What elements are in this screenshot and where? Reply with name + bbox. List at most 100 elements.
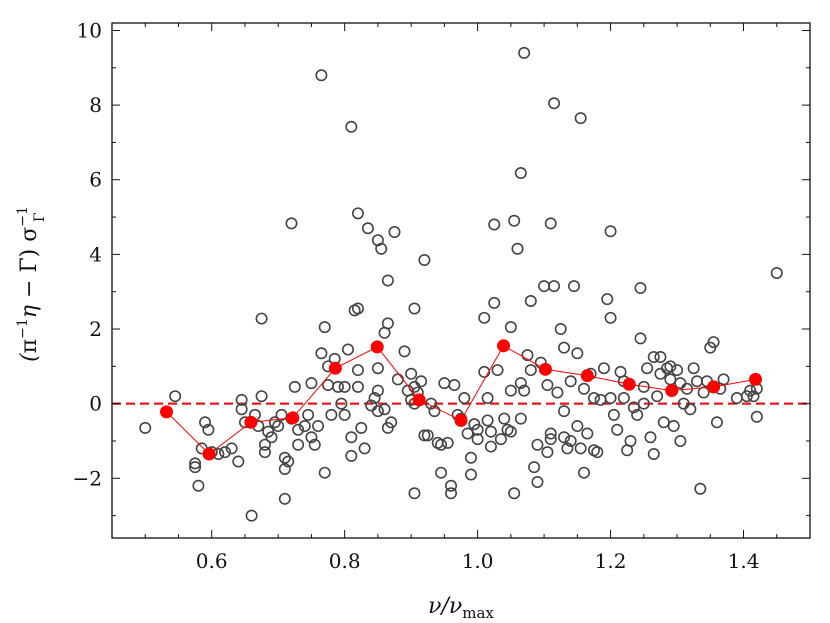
data-point xyxy=(338,408,351,421)
data-point xyxy=(458,392,471,405)
binned-mean-point xyxy=(412,393,426,407)
data-point xyxy=(611,423,624,436)
data-point xyxy=(478,311,491,324)
data-point xyxy=(514,167,527,180)
data-point xyxy=(278,462,291,475)
data-point xyxy=(587,392,600,405)
data-point xyxy=(524,364,537,377)
data-point xyxy=(318,466,331,479)
data-point xyxy=(494,433,507,446)
data-point xyxy=(268,416,281,429)
data-point xyxy=(341,343,354,356)
data-point xyxy=(192,479,205,492)
data-point xyxy=(368,392,381,405)
data-point xyxy=(345,431,358,444)
data-point xyxy=(351,364,364,377)
data-point xyxy=(574,112,587,125)
data-point xyxy=(488,218,501,231)
data-point xyxy=(654,367,667,380)
binned-mean-point xyxy=(202,447,216,461)
data-point xyxy=(255,390,268,403)
data-point xyxy=(371,405,384,418)
data-point xyxy=(351,207,364,220)
data-point xyxy=(671,364,684,377)
x-tick-label: 1.2 xyxy=(595,549,627,573)
data-point xyxy=(275,408,288,421)
data-point xyxy=(464,468,477,481)
binned-mean-point xyxy=(707,380,721,394)
binned-mean-point xyxy=(160,405,174,419)
data-point xyxy=(318,321,331,334)
data-point xyxy=(558,405,571,418)
data-point xyxy=(438,377,451,390)
data-point xyxy=(551,386,564,399)
y-tick-label: 8 xyxy=(89,93,102,117)
data-point xyxy=(471,433,484,446)
data-point xyxy=(697,386,710,399)
plot-frame xyxy=(111,22,811,539)
data-point xyxy=(707,336,720,349)
data-point xyxy=(388,225,401,238)
data-point xyxy=(371,362,384,375)
data-point xyxy=(544,217,557,230)
data-point xyxy=(484,440,497,453)
data-point xyxy=(351,302,364,315)
data-point xyxy=(690,375,703,388)
data-point xyxy=(278,492,291,505)
data-point xyxy=(225,442,238,455)
data-point xyxy=(561,442,574,455)
data-point xyxy=(558,341,571,354)
data-point xyxy=(481,414,494,427)
data-point xyxy=(518,46,531,59)
data-point xyxy=(564,434,577,447)
data-point xyxy=(498,412,511,425)
data-point xyxy=(288,380,301,393)
data-point xyxy=(508,214,521,227)
data-point xyxy=(235,403,248,416)
data-point xyxy=(641,362,654,375)
data-point xyxy=(684,403,697,416)
data-point xyxy=(435,438,448,451)
data-point xyxy=(315,347,328,360)
data-point xyxy=(478,365,491,378)
data-point xyxy=(511,242,524,255)
data-point xyxy=(345,120,358,133)
data-point xyxy=(418,429,431,442)
data-point xyxy=(604,225,617,238)
data-point xyxy=(528,461,541,474)
data-point xyxy=(199,416,212,429)
data-point xyxy=(265,431,278,444)
data-point xyxy=(471,423,484,436)
data-point xyxy=(491,364,504,377)
binned-mean-point xyxy=(454,413,468,427)
data-point xyxy=(667,420,680,433)
data-point xyxy=(631,408,644,421)
binned-mean-point xyxy=(748,372,762,386)
data-point xyxy=(504,384,517,397)
data-point xyxy=(481,392,494,405)
data-point xyxy=(312,420,325,433)
data-point xyxy=(398,345,411,358)
data-point xyxy=(558,431,571,444)
data-point xyxy=(531,476,544,489)
data-point xyxy=(514,377,527,390)
x-tick-label: 0.8 xyxy=(329,549,361,573)
data-point xyxy=(418,253,431,266)
data-point xyxy=(657,416,670,429)
x-axis-label: ν/νmax xyxy=(428,594,494,622)
data-point xyxy=(381,317,394,330)
data-point xyxy=(415,375,428,388)
data-point xyxy=(345,449,358,462)
data-point xyxy=(189,457,202,470)
binned-mean-point xyxy=(497,339,511,353)
data-point xyxy=(541,378,554,391)
data-point xyxy=(597,362,610,375)
data-point xyxy=(651,390,664,403)
data-point xyxy=(408,302,421,315)
binned-mean-point xyxy=(580,369,594,383)
data-point xyxy=(435,466,448,479)
data-point xyxy=(604,392,617,405)
data-point xyxy=(674,434,687,447)
data-point xyxy=(385,416,398,429)
data-point xyxy=(219,446,232,459)
